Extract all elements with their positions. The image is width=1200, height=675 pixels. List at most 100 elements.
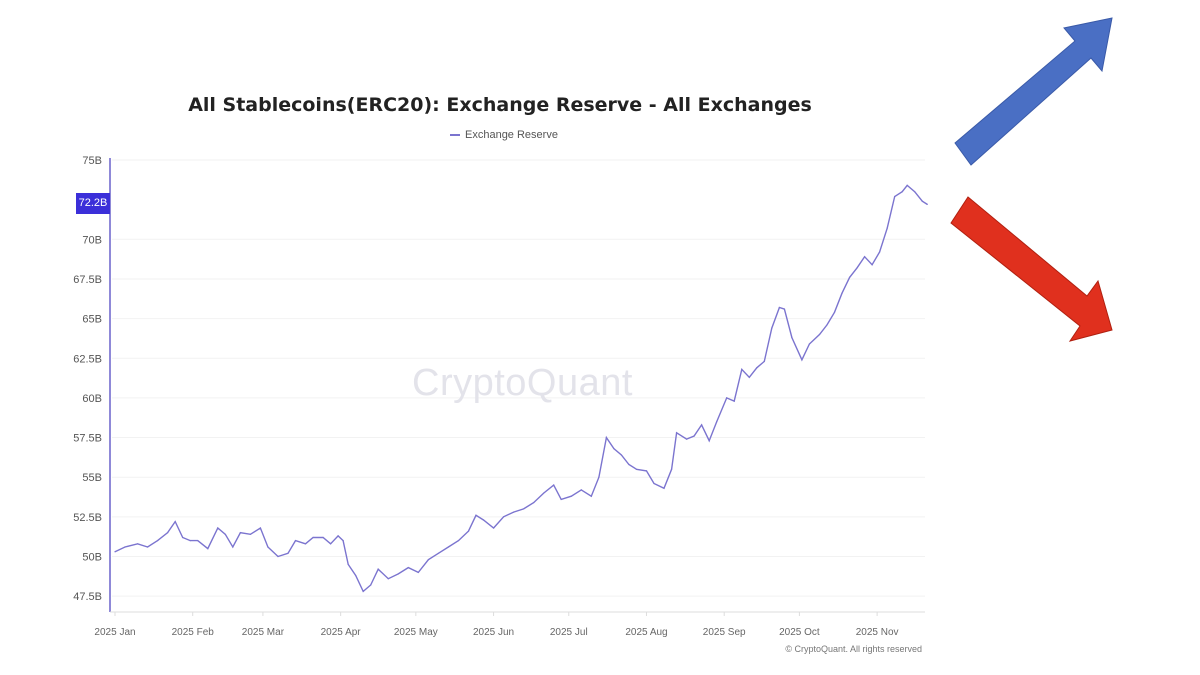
data-point	[267, 546, 269, 548]
data-point	[304, 543, 307, 545]
x-tick-label: 2025 Nov	[856, 627, 899, 638]
data-point	[801, 359, 803, 361]
data-point	[833, 311, 836, 313]
data-point	[708, 440, 710, 442]
data-point	[197, 540, 199, 542]
x-tick-label: 2025 Sep	[703, 627, 746, 638]
data-point	[502, 516, 505, 518]
data-point	[287, 552, 289, 554]
data-point	[921, 200, 923, 202]
data-point	[167, 532, 169, 534]
data-point	[826, 324, 828, 326]
data-point	[901, 191, 903, 193]
data-point	[701, 424, 703, 426]
data-point	[808, 343, 811, 345]
data-point	[427, 559, 429, 561]
data-point	[457, 540, 460, 542]
data-point	[590, 495, 592, 497]
y-tick-label: 70B	[82, 234, 102, 246]
data-point	[342, 540, 344, 542]
y-tick-label: 55B	[82, 472, 102, 484]
x-tick-label: 2025 Mar	[242, 627, 285, 638]
data-point	[570, 495, 572, 497]
y-tick-label: 57.5B	[73, 433, 102, 445]
data-point	[114, 551, 116, 553]
data-point	[560, 498, 562, 501]
data-point	[362, 590, 364, 592]
data-point	[249, 533, 251, 535]
copyright: © CryptoQuant. All rights reserved	[785, 644, 922, 654]
data-point	[670, 468, 673, 470]
data-point	[675, 432, 678, 434]
data-point	[277, 555, 279, 558]
x-tick-label: 2025 Aug	[625, 627, 667, 638]
y-tick-label: 60B	[82, 393, 102, 405]
data-point	[926, 203, 928, 206]
data-point	[337, 535, 339, 537]
data-point	[482, 519, 485, 521]
data-point	[613, 448, 615, 450]
data-point	[543, 492, 545, 494]
data-point	[407, 567, 409, 569]
data-point	[914, 191, 916, 193]
data-point	[387, 578, 389, 580]
data-point	[239, 532, 241, 534]
data-point	[653, 482, 655, 485]
arrow-up-icon	[954, 17, 1113, 166]
data-point	[475, 514, 477, 516]
data-point	[136, 543, 139, 545]
data-point	[513, 511, 515, 513]
y-ticks: 75B 70B 67.5B 65B 62.5B 60B 57.5B 55B 52.5B 50B 47…	[73, 155, 102, 603]
data-point	[605, 436, 607, 439]
data-point	[259, 527, 262, 529]
series-line-exchange-reserve	[114, 184, 928, 593]
data-point	[533, 501, 535, 504]
data-point	[330, 543, 332, 545]
y-tick-label: 65B	[82, 314, 102, 326]
data-point	[645, 470, 648, 472]
data-point	[756, 367, 758, 369]
legend-swatch	[450, 134, 460, 136]
current-value-label: 72.2B	[76, 193, 110, 214]
x-tick-label: 2025 Oct	[779, 627, 820, 638]
y-tick-label: 62.5B	[73, 353, 102, 365]
data-point	[467, 530, 470, 532]
x-tick-label: 2025 Apr	[321, 627, 362, 638]
data-point	[157, 540, 159, 542]
data-point	[553, 484, 555, 486]
data-point	[741, 368, 743, 370]
x-tick-label: 2025 Jan	[94, 627, 135, 638]
data-point	[124, 546, 126, 548]
data-point	[232, 546, 234, 548]
data-point	[879, 251, 881, 253]
data-point	[146, 546, 149, 548]
legend[interactable]: Exchange Reserve	[450, 129, 558, 141]
data-point	[355, 574, 357, 577]
data-point	[635, 468, 638, 470]
chart-title: All Stablecoins(ERC20): Exchange Reserve…	[188, 94, 812, 116]
y-tick-label: 47.5B	[73, 591, 102, 603]
watermark: CryptoQuant	[412, 362, 633, 404]
grid	[112, 159, 925, 597]
data-point	[863, 256, 866, 258]
x-tick-label: 2025 Jul	[550, 627, 588, 638]
data-point	[437, 552, 440, 554]
data-point	[894, 195, 896, 198]
data-point	[377, 568, 379, 570]
legend-label: Exchange Reserve	[465, 129, 558, 141]
arrow-down-icon	[950, 196, 1113, 342]
data-point	[871, 264, 873, 266]
data-point	[347, 563, 349, 566]
data-point	[771, 327, 773, 329]
data-point	[207, 547, 209, 550]
x-tick-label: 2025 Feb	[172, 627, 215, 638]
data-point	[818, 333, 821, 336]
data-point	[856, 267, 858, 269]
data-point	[182, 536, 184, 539]
data-point	[841, 292, 843, 294]
data-point	[663, 487, 665, 489]
y-tick-label: 75B	[82, 155, 102, 167]
data-point	[598, 476, 600, 478]
data-point	[447, 546, 450, 548]
